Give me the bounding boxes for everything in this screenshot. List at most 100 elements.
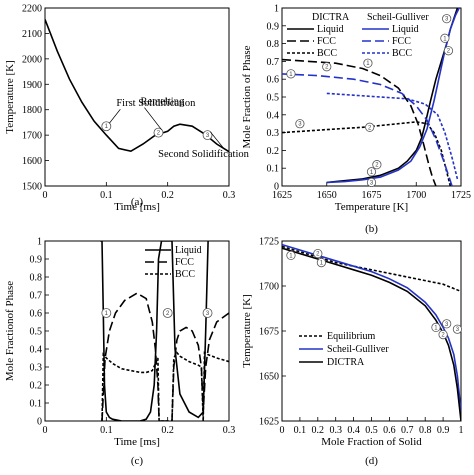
annotation-leader	[109, 109, 121, 124]
annotation-marker-number: 2	[157, 131, 161, 137]
phase-marker-number: 1	[434, 325, 438, 331]
phase-marker	[431, 322, 441, 332]
phase-marker-number: 2	[447, 49, 451, 55]
phase-marker	[366, 167, 377, 177]
y-axis-label: Mole Fractionof Phase	[4, 281, 16, 381]
panel-b: 1625 1650 1675 1700 1725 0 0.1 0.2 0.3 0.4 0.5 0.6 0…	[241, 4, 471, 236]
annotation-marker	[202, 308, 213, 318]
x-tick-label: 0.3	[329, 425, 342, 436]
phase-marker-number: 1	[443, 36, 447, 42]
y-tick-label: 0.3	[30, 363, 43, 374]
annotation-marker	[101, 308, 112, 318]
phase-marker	[372, 160, 382, 170]
legend-entry-label: Scheil-Gulliver	[327, 344, 389, 355]
x-tick-label: 0.6	[383, 425, 396, 436]
x-tick-label: 1700	[406, 190, 426, 201]
phase-marker-number: 1	[370, 170, 374, 176]
y-tick-label: 0.1	[267, 164, 280, 175]
y-axis-label: Temperature [K]	[241, 294, 253, 367]
y-tick-label: 0.9	[30, 255, 43, 266]
phase-marker	[452, 324, 463, 334]
phase-marker	[440, 33, 450, 43]
x-tick-label: 0.4	[347, 425, 360, 436]
legend-entry-label: FCC	[317, 36, 336, 47]
y-tick-label: 0.5	[30, 327, 43, 338]
panel-c: 0 0.1 0.2 0.3 0 0.1 0.2 0.3 0.4 0.5 0.6 0.7 0.8 0.9 1 T…	[4, 237, 235, 468]
phase-marker	[365, 122, 375, 132]
legend-entry-label: FCC	[392, 36, 411, 47]
annotation-leader	[210, 131, 224, 149]
y-tick-label: 0.4	[30, 345, 43, 356]
annotation-marker	[202, 130, 213, 141]
y-tick-label: 1675	[259, 327, 279, 338]
legend-entry-label: BCC	[317, 48, 337, 59]
x-axis-label: Time [ms]	[114, 436, 160, 448]
y-tick-label: 0.2	[30, 381, 43, 392]
annotation-label: Second Solidification	[158, 149, 249, 160]
y-tick-label: 0.5	[267, 93, 280, 104]
y-tick-label: 1900	[22, 80, 42, 91]
x-tick-label: 0.1	[100, 425, 113, 436]
annotation-label: First Solidification	[116, 98, 196, 109]
legend-entry-label: BCC	[392, 48, 412, 59]
annotation-marker-number: 1	[105, 124, 109, 130]
series-line-scheil-gulliver-bcc	[326, 92, 459, 180]
x-tick-label: 0.2	[161, 425, 174, 436]
legend-entry-label: BCC	[175, 269, 195, 280]
y-tick-label: 0.3	[267, 128, 280, 139]
y-tick-label: 2000	[22, 54, 42, 65]
phase-marker	[366, 177, 377, 188]
annotation-marker-number: 3	[206, 311, 210, 317]
phase-marker	[322, 62, 332, 72]
x-tick-label: 0.7	[401, 425, 414, 436]
phase-marker-number: 3	[456, 327, 460, 333]
legend-entry-label: FCC	[175, 257, 194, 268]
annotation-marker-number: 2	[166, 311, 170, 317]
series-line-scheil-gulliver-liquid	[326, 8, 460, 184]
y-tick-label: 1	[37, 237, 42, 248]
annotation-label: Remelting	[140, 97, 184, 108]
y-tick-label: 0.4	[267, 110, 280, 121]
series-line-scheil-gulliver-fcc	[282, 73, 453, 186]
x-tick-label: 0.9	[437, 425, 450, 436]
series-line-dictra-bcc	[282, 121, 452, 186]
plot-frame	[44, 240, 230, 422]
x-axis-label: Temperature [K]	[335, 201, 408, 213]
phase-marker	[313, 249, 323, 259]
y-tick-label: 0.9	[267, 21, 280, 32]
y-tick-label: 0	[37, 417, 42, 428]
y-tick-label: 0.6	[267, 75, 280, 86]
legend-entry-label: Liquid	[392, 24, 419, 35]
annotation-marker-number: 1	[105, 311, 109, 317]
panel-caption: (b)	[365, 223, 378, 235]
y-tick-label: 1800	[22, 105, 42, 116]
phase-marker	[286, 250, 296, 260]
legend-entry-label: Liquid	[317, 24, 344, 35]
y-tick-label: 1725	[259, 237, 279, 248]
panel-d: 0 0.1 0.2 0.3 0.4 0.5 0.6 0.7 0.8 0.9 1 1625 1650 167…	[241, 237, 464, 468]
x-tick-label: 0	[43, 425, 48, 436]
x-tick-label: 0.5	[365, 425, 378, 436]
phase-marker-number: 2	[441, 333, 445, 339]
phase-marker	[295, 119, 305, 129]
y-tick-label: 0.7	[30, 291, 43, 302]
y-axis-label: Temperature [K]	[4, 60, 16, 133]
phase-marker-number: 1	[289, 72, 293, 78]
phase-marker	[316, 257, 326, 268]
x-axis-label: Mole Fraction of Solid	[321, 436, 422, 448]
phase-marker	[442, 14, 452, 24]
x-tick-label: 1725	[451, 190, 471, 201]
phase-marker-number: 1	[320, 261, 324, 267]
x-tick-label: 0.1	[100, 190, 113, 201]
x-tick-label: 0.1	[294, 425, 307, 436]
phase-marker	[438, 329, 448, 340]
series-line-scheil-gulliver	[282, 243, 461, 413]
phase-marker-number: 1	[366, 61, 370, 67]
x-axis-label: Time [ms]	[114, 201, 160, 213]
y-tick-label: 0.7	[267, 57, 280, 68]
x-tick-label: 0.2	[161, 190, 174, 201]
legend-entry-label: DICTRA	[327, 357, 365, 368]
phase-marker-number: 2	[375, 163, 379, 169]
legend-entry-label: Liquid	[175, 245, 202, 256]
y-tick-label: 1700	[22, 131, 42, 142]
